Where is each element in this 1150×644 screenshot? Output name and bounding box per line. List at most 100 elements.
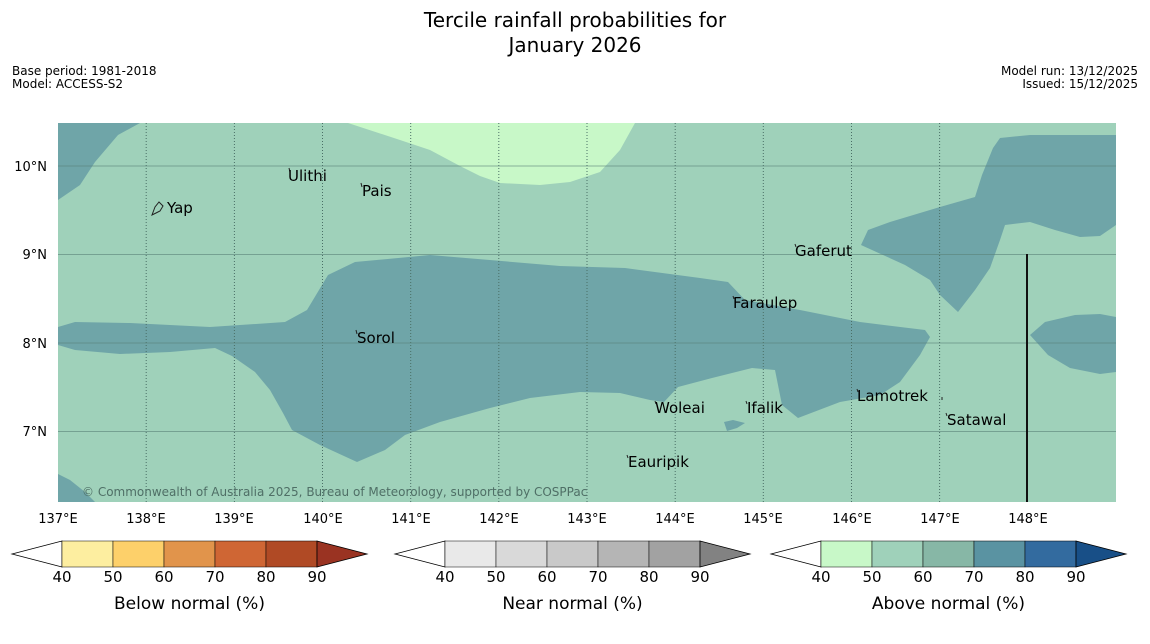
colorbar-segment [597, 540, 650, 568]
colorbar-segment [820, 540, 873, 568]
colorbar-tick-label: 60 [537, 568, 556, 586]
colorbar-2: 40 50 60 70 80 90 Near normal (%) [393, 540, 752, 614]
place-label-faraulep: Faraulep [733, 294, 797, 312]
colorbar-segment [495, 540, 548, 568]
colorbar-caption: Above normal (%) [872, 594, 1025, 614]
colorbar-1: 40 50 60 70 80 90 Below normal (%) [10, 540, 369, 614]
colorbar-segment [214, 540, 267, 568]
lat-label-9n: 9°N [23, 248, 48, 263]
colorbar-tick-label: 60 [154, 568, 173, 586]
colorbar-segment [1024, 540, 1077, 568]
colorbar-segment [871, 540, 924, 568]
colorbar-low-arrow [10, 540, 63, 568]
eauripik-marker [626, 454, 629, 459]
dark-area-small-patch [724, 420, 745, 431]
dark-area-right [1030, 314, 1116, 374]
issued-date: Issued: 15/12/2025 [1022, 77, 1138, 91]
colorbar-tick-label: 70 [205, 568, 224, 586]
light-probability-area [348, 123, 635, 185]
colorbar-3: 40 50 60 70 80 90 Above normal (%) [769, 540, 1128, 614]
colorbar-legends: 40 50 60 70 80 90 Below normal (%) 40 50 60 70 80 90… [10, 540, 1128, 614]
dark-area-top-left [58, 123, 140, 200]
place-label-gaferut: Gaferut [795, 242, 852, 260]
title-line-2: January 2026 [508, 33, 642, 57]
map-title: Tercile rainfall probabilities for Janua… [0, 8, 1150, 58]
place-label-pais: Pais [362, 182, 392, 200]
latitude-gridlines [58, 165, 1116, 432]
lat-label-8n: 8°N [23, 337, 48, 352]
colorbar-tick-label: 90 [307, 568, 326, 586]
colorbar-caption: Below normal (%) [114, 594, 265, 614]
dark-area-central-band [58, 255, 930, 462]
colorbar-tick-label: 40 [435, 568, 454, 586]
lon-label-138e: 138°E [126, 512, 166, 527]
gaferut-marker [794, 243, 797, 248]
yap-island-shape [151, 201, 164, 217]
colorbar-segment [265, 540, 318, 568]
colorbar-segment [163, 540, 216, 568]
colorbar-tick-label: 80 [1015, 568, 1034, 586]
satawal-marker [945, 412, 948, 417]
colorbar-segment [648, 540, 701, 568]
colorbar-tick-label: 90 [1066, 568, 1085, 586]
lat-label-7n: 7°N [23, 425, 48, 440]
colorbar-tick-label: 80 [256, 568, 275, 586]
colorbar-high-arrow [316, 540, 369, 568]
colorbar-segment [973, 540, 1026, 568]
place-label-ulithi: Ulithi [288, 167, 327, 185]
longitude-gridlines [145, 123, 941, 502]
place-label-lamotrek: Lamotrek [857, 387, 928, 405]
pais-marker [360, 182, 363, 188]
island-markers [151, 167, 948, 459]
place-label-eauripik: Eauripik [628, 453, 689, 471]
place-label-yap: Yap [166, 199, 193, 217]
lon-label-143e: 143°E [567, 512, 607, 527]
ifalik-marker [745, 400, 748, 405]
place-label-sorol: Sorol [357, 329, 395, 347]
lon-label-145e: 145°E [743, 512, 783, 527]
colorbar-high-arrow [1075, 540, 1128, 568]
colorbar-segment [546, 540, 599, 568]
colorbar-tick-label: 50 [862, 568, 881, 586]
lon-label-141e: 141°E [391, 512, 431, 527]
place-label-satawal: Satawal [947, 411, 1006, 429]
colorbar-tick-label: 90 [690, 568, 709, 586]
colorbar-tick-label: 40 [811, 568, 830, 586]
place-label-ifalik: Ifalik [747, 399, 783, 417]
lamotrek-marker [856, 388, 859, 393]
lon-label-148e: 148°E [1008, 512, 1048, 527]
copyright-notice: © Commonwealth of Australia 2025, Bureau… [82, 485, 587, 499]
colorbar-tick-label: 70 [588, 568, 607, 586]
dark-area-top-right [861, 135, 1116, 312]
title-line-1: Tercile rainfall probabilities for [423, 8, 727, 32]
woleai-marker [654, 400, 657, 405]
map-panel: Ulithi Pais Yap Gaferut Faraulep Sorol L… [58, 123, 1116, 502]
model-name: Model: ACCESS-S2 [12, 77, 124, 91]
colorbar-tick-label: 60 [913, 568, 932, 586]
lon-label-144e: 144°E [655, 512, 695, 527]
dark-area-bottom-left [58, 474, 95, 502]
sorol-marker [355, 329, 358, 335]
lon-label-142e: 142°E [479, 512, 519, 527]
meta-right: Model run: 13/12/2025 Issued: 15/12/2025 [1001, 65, 1138, 91]
place-label-woleai: Woleai [655, 399, 705, 417]
colorbar-low-arrow [393, 540, 446, 568]
colorbar-segment [61, 540, 114, 568]
lon-label-147e: 147°E [920, 512, 960, 527]
lon-label-146e: 146°E [832, 512, 872, 527]
model-run: Model run: 13/12/2025 [1000, 64, 1138, 78]
meta-left: Base period: 1981-2018 Model: ACCESS-S2 [12, 65, 157, 91]
colorbar-low-arrow [769, 540, 822, 568]
colorbar-tick-label: 50 [486, 568, 505, 586]
faraulep-marker [732, 295, 735, 300]
colorbar-tick-label: 80 [639, 568, 658, 586]
colorbar-segment [112, 540, 165, 568]
lon-label-137e: 137°E [38, 512, 78, 527]
colorbar-segment [922, 540, 975, 568]
lon-label-140e: 140°E [303, 512, 343, 527]
colorbar-tick-label: 40 [52, 568, 71, 586]
lon-label-139e: 139°E [214, 512, 254, 527]
colorbar-tick-label: 50 [103, 568, 122, 586]
base-period: Base period: 1981-2018 [12, 64, 157, 78]
